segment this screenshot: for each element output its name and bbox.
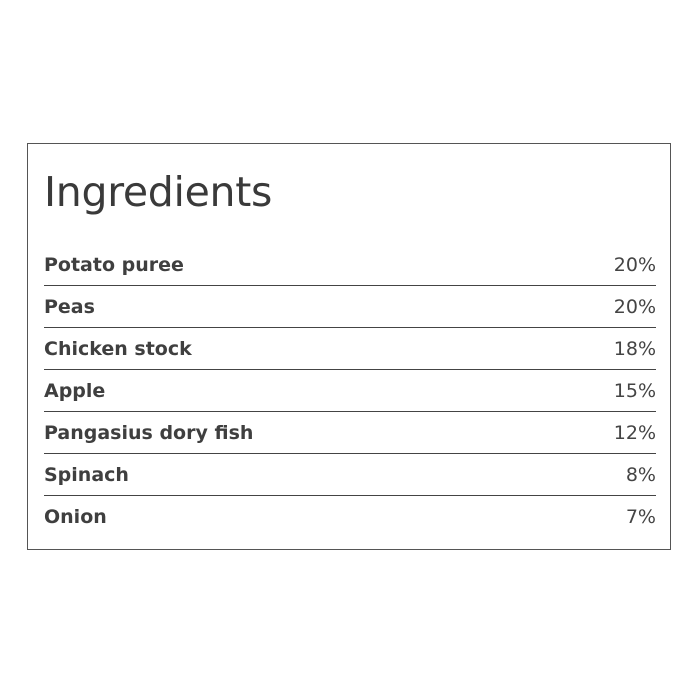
ingredient-percent: 8%	[625, 463, 656, 486]
ingredient-name: Potato puree	[44, 253, 184, 276]
ingredient-percent: 15%	[613, 379, 656, 402]
ingredients-list: Potato puree 20% Peas 20% Chicken stock 18%…	[44, 244, 656, 537]
ingredient-percent: 20%	[613, 253, 656, 276]
ingredient-row: Spinach 8%	[44, 454, 656, 496]
ingredient-name: Onion	[44, 505, 107, 528]
ingredient-row: Pangasius dory fish 12%	[44, 412, 656, 454]
ingredient-percent: 20%	[613, 295, 656, 318]
ingredient-name: Chicken stock	[44, 337, 192, 360]
ingredient-percent: 7%	[625, 505, 656, 528]
ingredient-percent: 12%	[613, 421, 656, 444]
ingredient-name: Apple	[44, 379, 106, 402]
ingredient-row: Potato puree 20%	[44, 244, 656, 286]
ingredient-row: Onion 7%	[44, 496, 656, 537]
ingredient-name: Peas	[44, 295, 95, 318]
ingredient-row: Apple 15%	[44, 370, 656, 412]
ingredient-row: Chicken stock 18%	[44, 328, 656, 370]
ingredient-percent: 18%	[613, 337, 656, 360]
ingredient-name: Spinach	[44, 463, 129, 486]
ingredient-row: Peas 20%	[44, 286, 656, 328]
ingredients-card: Ingredients Potato puree 20% Peas 20% Chic…	[27, 143, 671, 550]
ingredient-name: Pangasius dory fish	[44, 421, 254, 444]
card-title: Ingredients	[44, 168, 273, 216]
